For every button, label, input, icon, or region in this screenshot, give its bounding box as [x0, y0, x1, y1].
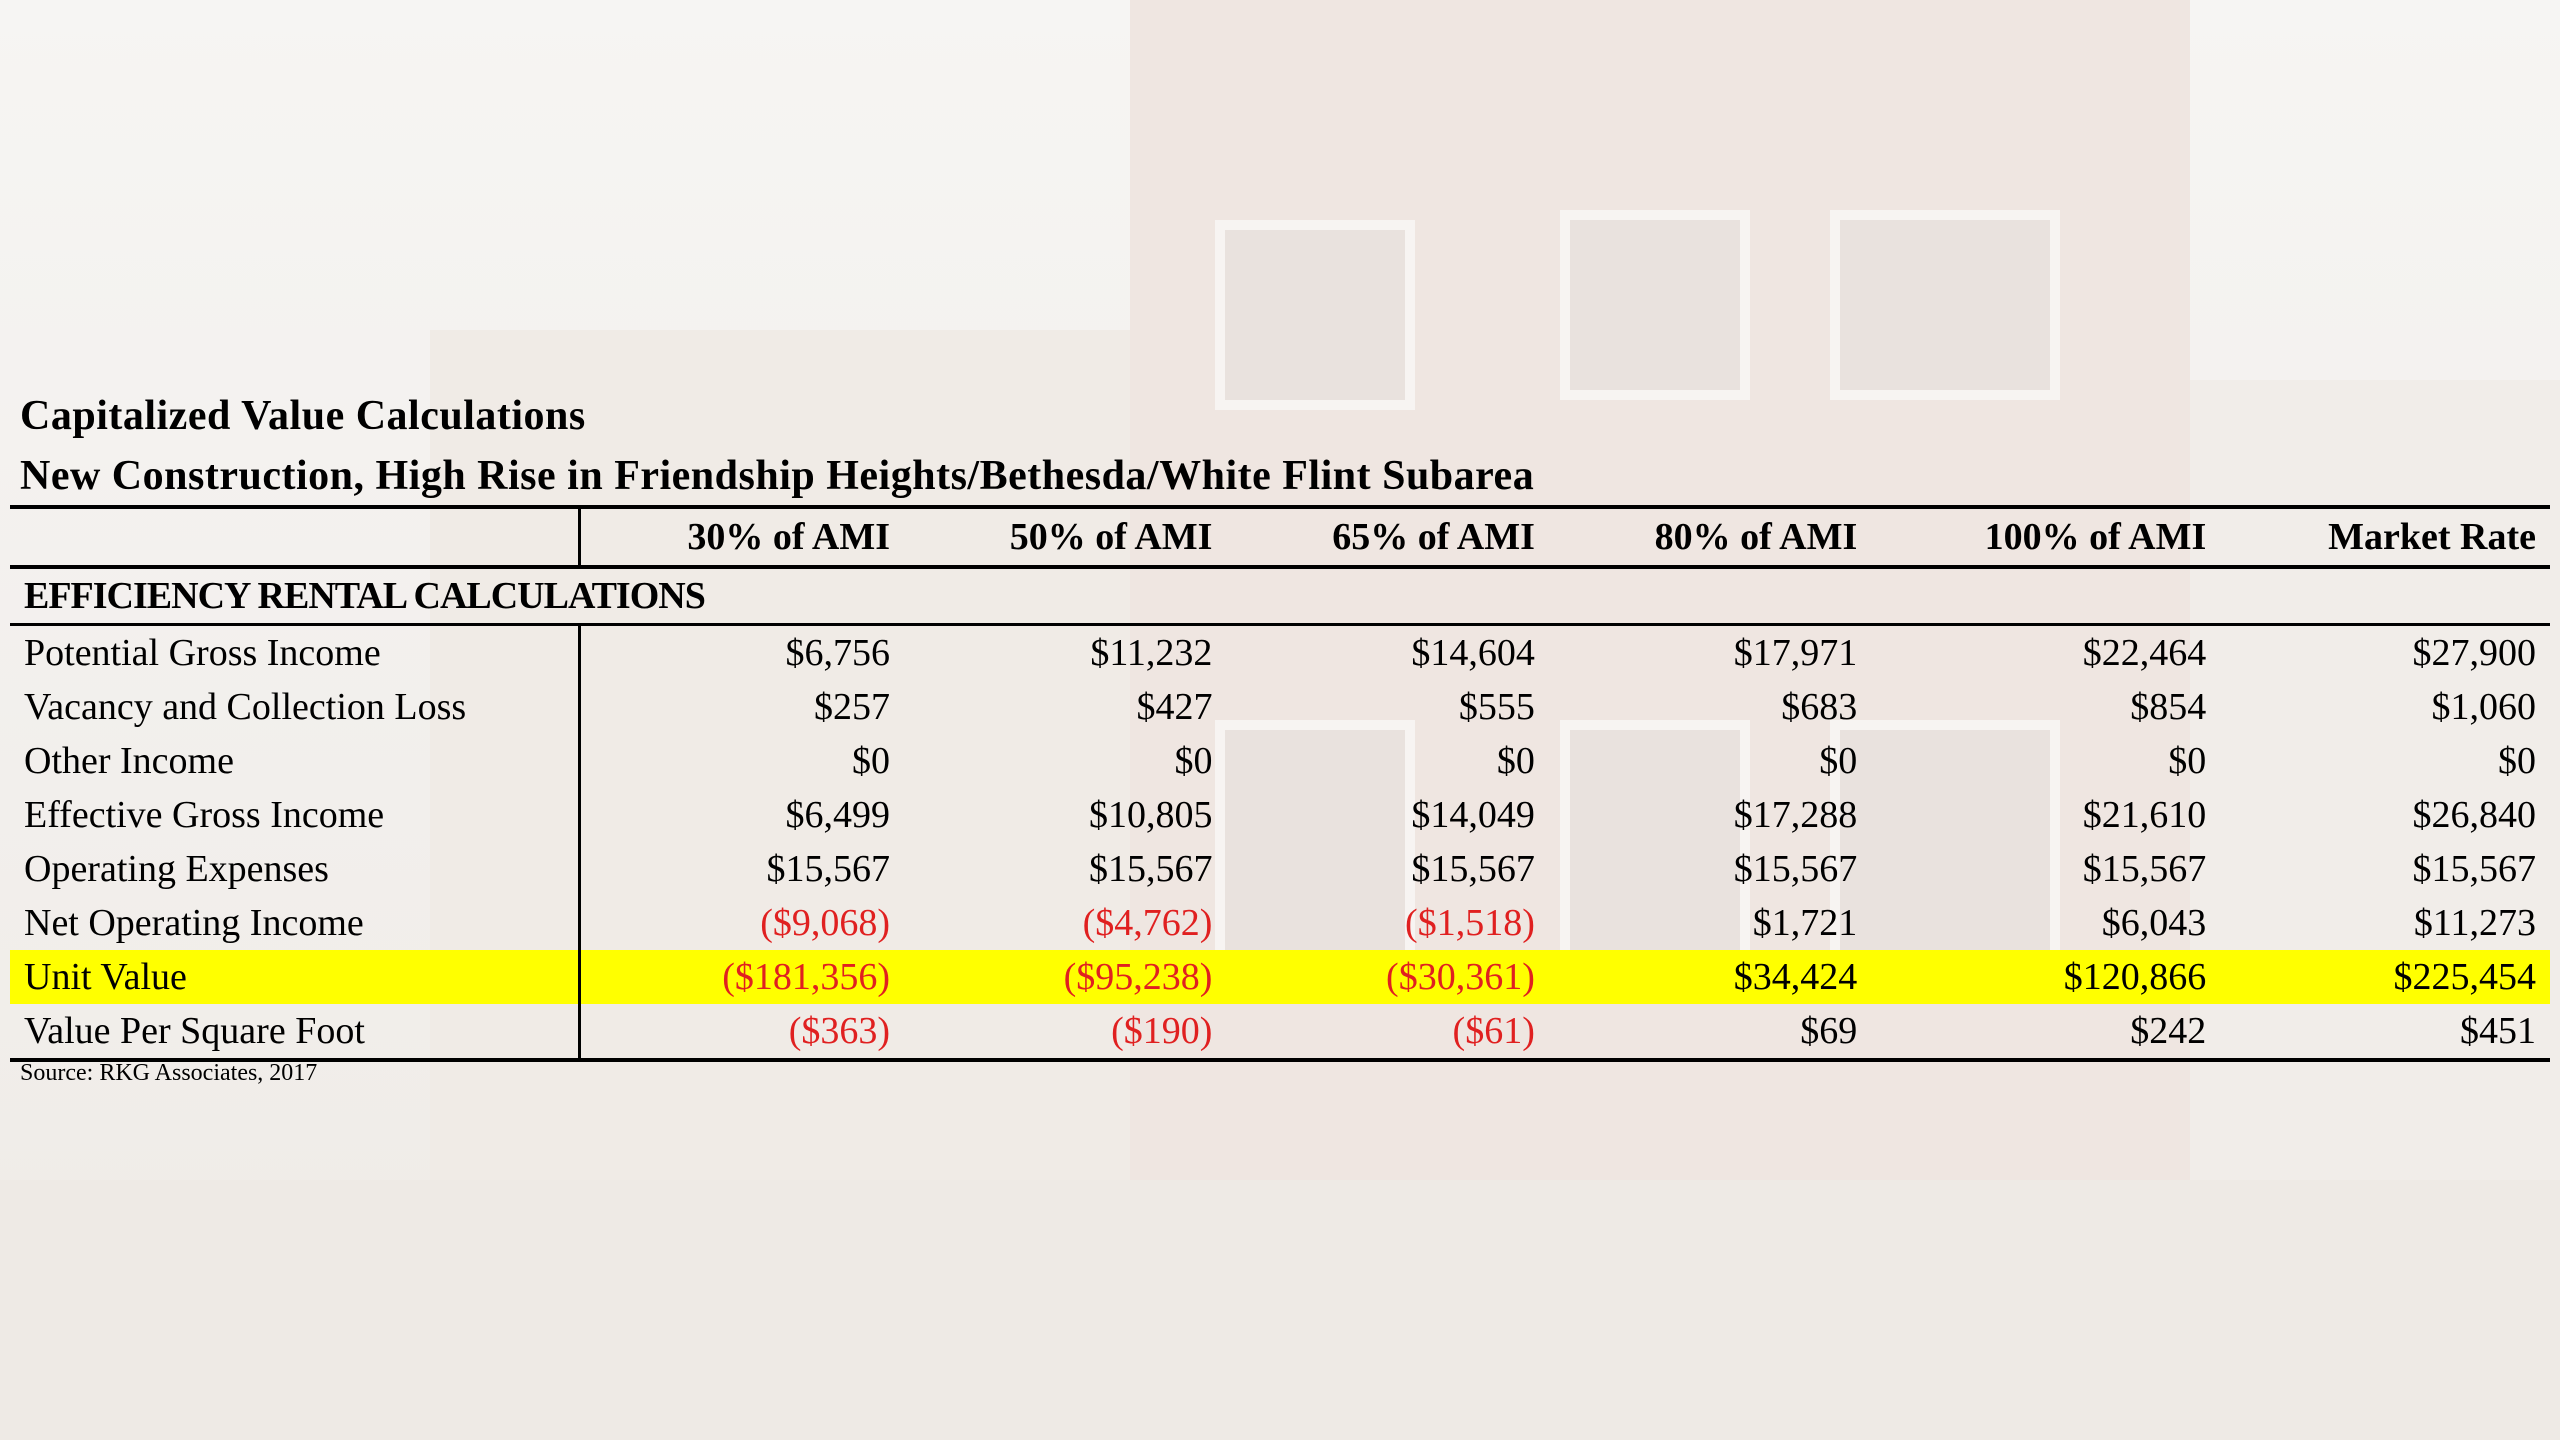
table-cell: $1,721: [1752, 902, 1858, 944]
table-cell: $14,604: [1411, 632, 1535, 674]
table-row: Operating Expenses $15,567 $15,567 $15,5…: [10, 842, 2550, 896]
table-cell: $10,805: [1088, 794, 1213, 836]
section-heading-row: EFFICIENCY RENTAL CALCULATIONS: [10, 567, 2550, 626]
row-label: Other Income: [10, 734, 581, 788]
row-label: Effective Gross Income: [10, 788, 581, 842]
table-cell: $257: [814, 686, 891, 728]
col-header-100-ami: 100% of AMI: [1871, 505, 2221, 569]
table-cell: $17,288: [1733, 794, 1858, 836]
table-cell: ($61): [1226, 1004, 1549, 1062]
table-cell: $15,567: [766, 848, 891, 890]
table-header-row: 30% of AMI 50% of AMI 65% of AMI 80% of …: [10, 505, 2550, 569]
table-row: Potential Gross Income $6,756 $11,232 $1…: [10, 624, 2550, 680]
table-cell: $21,610: [2082, 794, 2207, 836]
table-cell: $0: [1496, 740, 1535, 782]
table-cell: $34,424: [1548, 950, 1872, 1004]
row-label: Operating Expenses: [10, 842, 581, 896]
table-cell: $120,866: [1871, 950, 2221, 1004]
table-cell: $225,454: [2220, 950, 2550, 1004]
table-cell: $0: [852, 740, 891, 782]
col-header-market-rate: Market Rate: [2220, 505, 2550, 569]
table-cell: $15,567: [1733, 848, 1858, 890]
row-label: Potential Gross Income: [10, 624, 581, 680]
capitalized-value-table: 30% of AMI 50% of AMI 65% of AMI 80% of …: [10, 505, 2550, 1062]
table-row: Other Income $0 $0 $0 $0 $0 $0: [10, 734, 2550, 788]
table-cell: $0: [2168, 740, 2207, 782]
table-cell: $0: [1174, 740, 1213, 782]
table-cell: $0: [1819, 740, 1858, 782]
table-cell: $683: [1781, 686, 1858, 728]
row-label: Vacancy and Collection Loss: [10, 680, 581, 734]
table-cell: $26,840: [2412, 794, 2537, 836]
col-header-50-ami: 50% of AMI: [904, 505, 1227, 569]
table-cell: ($181,356): [579, 950, 905, 1004]
table-cell: ($4,762): [1082, 902, 1213, 944]
table-row: Net Operating Income ($9,068) ($4,762) (…: [10, 896, 2550, 950]
table-cell: $22,464: [2082, 632, 2207, 674]
table-cell: $427: [1136, 686, 1213, 728]
table-cell: ($30,361): [1226, 950, 1549, 1004]
table-cell: ($95,238): [904, 950, 1227, 1004]
table-cell: $555: [1458, 686, 1535, 728]
table-cell: $27,900: [2412, 632, 2537, 674]
table-cell: $242: [1871, 1004, 2221, 1062]
table-cell: ($363): [579, 1004, 905, 1062]
table-cell: $11,273: [2413, 902, 2536, 944]
table-cell: $17,971: [1733, 632, 1858, 674]
table-cell: $0: [2498, 740, 2536, 782]
table-cell: $15,567: [2082, 848, 2207, 890]
table-cell: ($1,518): [1405, 902, 1535, 944]
table-cell: $15,567: [1088, 848, 1213, 890]
table-cell: $11,232: [1090, 632, 1213, 674]
row-label: Value Per Square Foot: [10, 1004, 581, 1062]
table-row-highlighted: Unit Value ($181,356) ($95,238) ($30,361…: [10, 950, 2550, 1004]
table-cell: ($190): [904, 1004, 1227, 1062]
col-header-65-ami: 65% of AMI: [1226, 505, 1549, 569]
source-note: Source: RKG Associates, 2017: [20, 1060, 318, 1086]
table-row: Vacancy and Collection Loss $257 $427 $5…: [10, 680, 2550, 734]
table-cell: $14,049: [1411, 794, 1535, 836]
table-row: Effective Gross Income $6,499 $10,805 $1…: [10, 788, 2550, 842]
row-label: Net Operating Income: [10, 896, 581, 950]
col-header-30-ami: 30% of AMI: [579, 505, 905, 569]
table-cell: $6,499: [785, 794, 891, 836]
slide-title: Capitalized Value Calculations: [20, 393, 586, 439]
row-label: Unit Value: [10, 950, 581, 1004]
table-cell: $451: [2220, 1004, 2550, 1062]
header-label-cell: [10, 505, 581, 569]
section-heading: EFFICIENCY RENTAL CALCULATIONS: [10, 567, 2550, 626]
table-cell: $854: [2130, 686, 2207, 728]
table-cell: $15,567: [1411, 848, 1535, 890]
table-cell: $6,043: [2101, 902, 2207, 944]
table-cell: ($9,068): [760, 902, 891, 944]
col-header-80-ami: 80% of AMI: [1548, 505, 1872, 569]
table-cell: $6,756: [785, 632, 891, 674]
table-row: Value Per Square Foot ($363) ($190) ($61…: [10, 1004, 2550, 1062]
slide-subtitle: New Construction, High Rise in Friendshi…: [20, 453, 1535, 499]
table-cell: $15,567: [2412, 848, 2537, 890]
table-cell: $1,060: [2431, 686, 2537, 728]
table-cell: $69: [1548, 1004, 1872, 1062]
